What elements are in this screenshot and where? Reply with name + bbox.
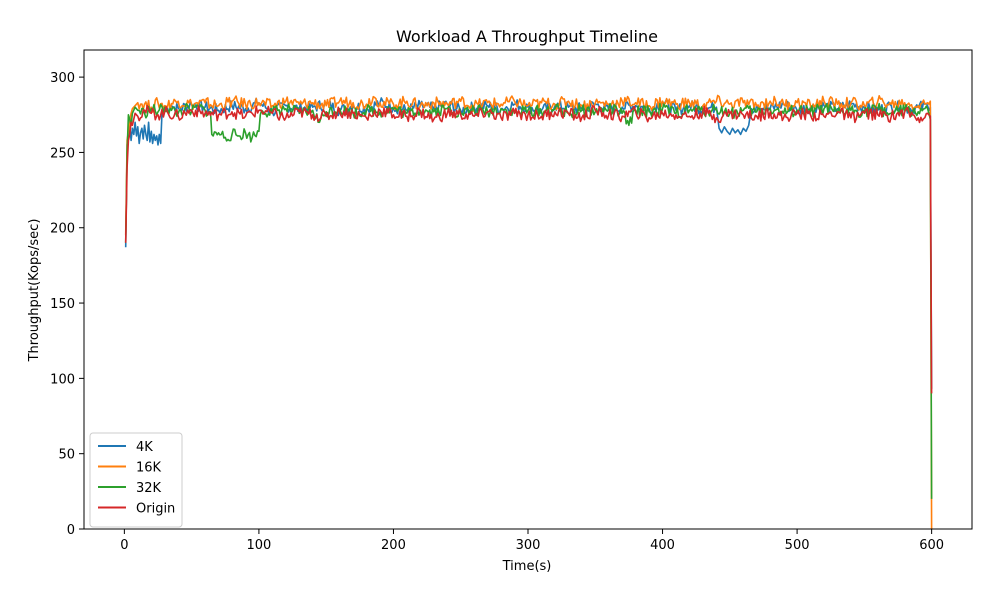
series-line-16k [124, 94, 933, 530]
x-tick-label: 300 [516, 538, 541, 553]
x-tick-label: 400 [650, 538, 675, 553]
legend-label-4k: 4K [136, 440, 153, 455]
plot-series [124, 94, 933, 530]
y-tick-label: 100 [50, 372, 75, 387]
x-tick-label: 500 [785, 538, 810, 553]
x-axis-label: Time(s) [502, 559, 552, 574]
y-tick-label: 0 [67, 523, 75, 538]
y-tick-label: 200 [50, 222, 75, 237]
y-tick-label: 150 [50, 297, 75, 312]
legend-box [89, 432, 183, 528]
legend-label-16k: 16K [136, 461, 162, 476]
legend-label-32k: 32K [136, 481, 162, 496]
y-axis-label: Throughput(Kops/sec) [27, 219, 42, 363]
x-tick-label: 200 [381, 538, 406, 553]
series-line-origin [124, 104, 933, 394]
y-tick-label: 250 [50, 146, 75, 161]
x-axis-ticks: 0 100 200 300 400 500 600 [120, 529, 944, 553]
legend-label-origin: Origin [136, 502, 175, 517]
y-axis-ticks: 0 50 100 150 200 250 300 [50, 71, 84, 538]
y-tick-label: 300 [50, 71, 75, 86]
chart-title: Workload A Throughput Timeline [396, 27, 658, 46]
x-tick-label: 600 [919, 538, 944, 553]
legend: 4K 16K 32K Origin [89, 432, 183, 528]
x-tick-label: 0 [120, 538, 128, 553]
y-tick-label: 50 [58, 448, 75, 463]
x-tick-label: 100 [246, 538, 271, 553]
